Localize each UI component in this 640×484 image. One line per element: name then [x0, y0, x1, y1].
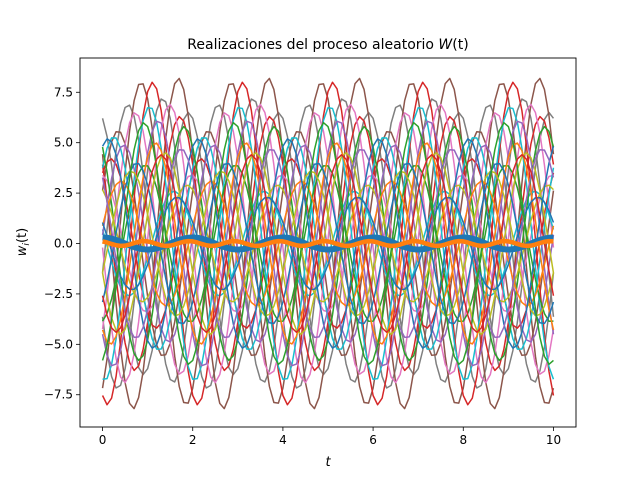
realization-line-24	[101, 180, 555, 307]
realization-line-21	[101, 170, 555, 317]
y-tick-label: 2.5	[54, 186, 73, 200]
realization-line-27	[101, 138, 555, 349]
series-layer	[101, 77, 555, 410]
realization-line-29	[101, 121, 554, 366]
y-tick-label: 0.0	[54, 237, 73, 251]
chart-title: Realizaciones del proceso aleatorio W(t)	[187, 37, 468, 53]
x-tick-label: 10	[546, 433, 561, 447]
realization-line-30	[101, 154, 555, 333]
x-tick-label: 4	[279, 433, 287, 447]
realization-line-9	[101, 158, 555, 329]
y-axis-label: wi(t)	[15, 228, 32, 256]
mean-line-2	[102, 238, 554, 249]
realization-line-2	[101, 98, 555, 389]
x-axis: 0 2 4 6 8 10	[99, 427, 561, 447]
x-tick-label: 6	[369, 433, 377, 447]
y-axis: −7.5 −5.0 −2.5 0.0 2.5 5.0 7.5	[44, 85, 80, 402]
realization-line-14	[101, 137, 555, 350]
realization-line-16	[101, 120, 555, 367]
y-tick-label: 7.5	[54, 85, 73, 99]
y-tick-label: −2.5	[44, 287, 73, 301]
y-tick-label: −7.5	[44, 388, 73, 402]
x-axis-label: t	[325, 455, 331, 470]
realization-line-25	[101, 162, 555, 325]
plot-frame	[79, 57, 577, 428]
x-tick-label: 0	[99, 433, 107, 447]
x-tick-label: 2	[189, 433, 197, 447]
x-tick-label: 8	[459, 433, 467, 447]
y-tick-label: −5.0	[44, 337, 73, 351]
mean-line-1	[102, 234, 554, 253]
y-tick-label: 5.0	[54, 136, 73, 150]
realization-line-4	[101, 77, 555, 410]
